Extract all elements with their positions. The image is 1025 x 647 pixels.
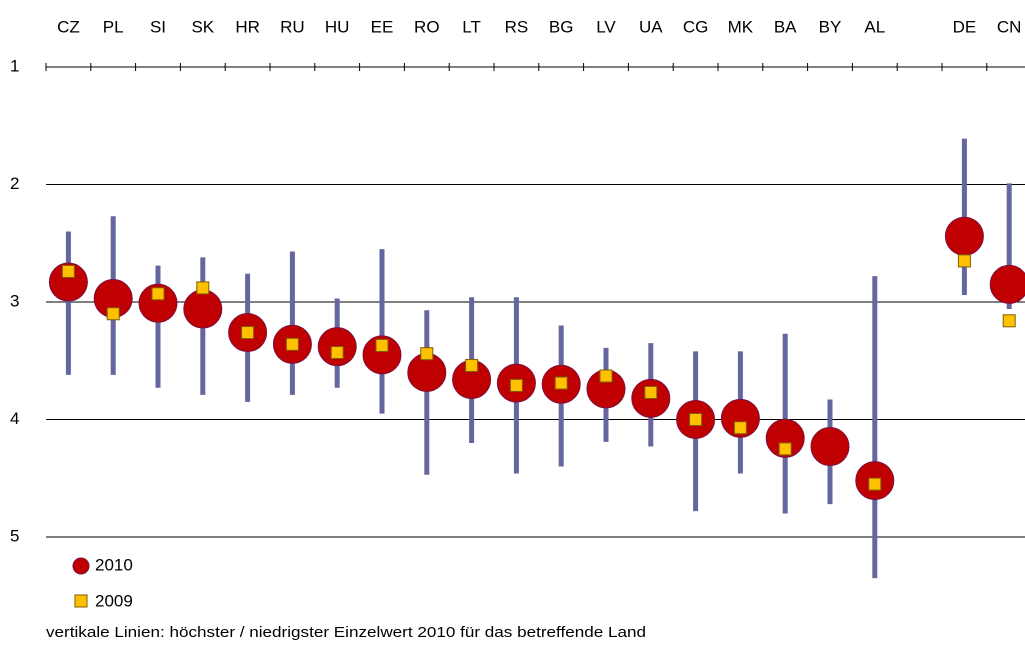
square-2009 — [330, 346, 344, 360]
square-2009 — [465, 358, 479, 372]
x-tick-label: PL — [103, 17, 124, 36]
y-tick-label: 3 — [10, 291, 19, 310]
dot-2010 — [138, 283, 178, 323]
legend-label: 2009 — [95, 591, 133, 610]
x-tick-label: CG — [683, 17, 709, 36]
x-tick-label: SI — [150, 17, 166, 36]
y-tick-label: 5 — [10, 526, 19, 545]
dot-2010 — [48, 262, 88, 302]
square-2009 — [509, 378, 523, 392]
square-2009 — [733, 421, 747, 435]
x-tick-label: HU — [325, 17, 350, 36]
square-2009 — [644, 385, 658, 399]
square-2009 — [420, 347, 434, 361]
x-tick-label: AL — [864, 17, 885, 36]
dot-2010 — [183, 289, 223, 329]
x-tick-label: UA — [639, 17, 663, 36]
dot-2010 — [989, 264, 1025, 304]
x-tick-label: SK — [191, 17, 214, 36]
x-tick-label: LV — [596, 17, 616, 36]
square-2009 — [61, 264, 75, 278]
square-2009 — [151, 287, 165, 301]
square-2009 — [778, 442, 792, 456]
dot-2010 — [810, 427, 850, 467]
x-tick-label: LT — [462, 17, 481, 36]
square-2009 — [196, 281, 210, 295]
x-tick-label: HR — [235, 17, 260, 36]
square-2009 — [599, 369, 613, 383]
x-tick-label: BA — [774, 17, 797, 36]
x-tick-label: CZ — [57, 17, 80, 36]
x-tick-label: MK — [728, 17, 754, 36]
y-tick-label: 2 — [10, 174, 19, 193]
square-2009 — [285, 337, 299, 351]
y-tick-label: 1 — [10, 56, 19, 75]
x-tick-label: CN — [997, 17, 1022, 36]
x-tick-label: EE — [371, 17, 394, 36]
dot-2010 — [720, 398, 760, 438]
dot-2010 — [944, 216, 984, 256]
square-2009 — [375, 338, 389, 352]
square-2009 — [241, 326, 255, 340]
x-tick-label: BY — [819, 17, 842, 36]
x-tick-label: RO — [414, 17, 440, 36]
dot-2010 — [362, 335, 402, 375]
x-tick-label: RS — [505, 17, 529, 36]
legend-label: 2010 — [95, 555, 133, 574]
legend-marker — [74, 594, 88, 608]
square-2009 — [554, 376, 568, 390]
dot-2010 — [765, 418, 805, 458]
x-tick-label: BG — [549, 17, 574, 36]
y-tick-label: 4 — [10, 409, 19, 428]
annotation: vertikale Linien: höchster / niedrigster… — [46, 624, 646, 641]
square-2009 — [106, 307, 120, 321]
x-tick-label: RU — [280, 17, 305, 36]
x-tick-label: DE — [953, 17, 977, 36]
square-2009 — [868, 477, 882, 491]
square-2009 — [1002, 314, 1016, 328]
legend-marker — [72, 557, 90, 575]
square-2009 — [957, 254, 971, 268]
square-2009 — [689, 413, 703, 426]
